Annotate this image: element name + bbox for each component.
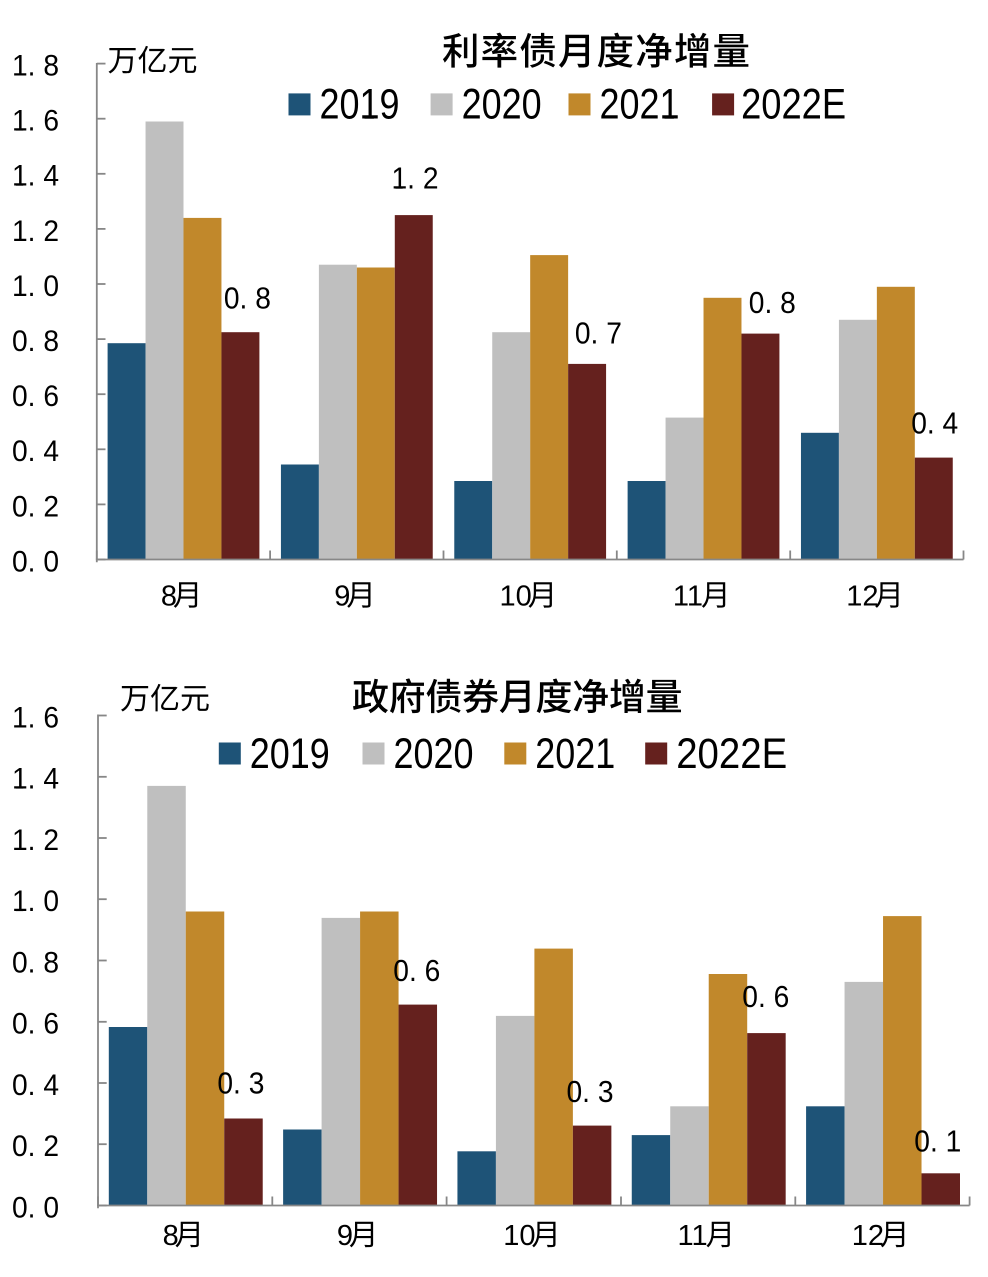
svg-text:9: 9 bbox=[337, 1220, 353, 1252]
svg-text:0. 7: 0. 7 bbox=[575, 317, 622, 351]
svg-text:12: 12 bbox=[846, 581, 878, 613]
svg-text:1. 6: 1. 6 bbox=[12, 701, 59, 734]
svg-text:2019: 2019 bbox=[250, 730, 330, 778]
svg-text:1. 4: 1. 4 bbox=[12, 763, 59, 796]
svg-text:0. 0: 0. 0 bbox=[12, 545, 59, 578]
svg-text:0. 1: 0. 1 bbox=[914, 1124, 961, 1158]
svg-text:0. 0: 0. 0 bbox=[12, 1191, 59, 1224]
svg-text:11: 11 bbox=[678, 1220, 708, 1252]
svg-text:0. 2: 0. 2 bbox=[12, 490, 59, 523]
svg-text:1. 2: 1. 2 bbox=[12, 215, 59, 248]
svg-text:0. 8: 0. 8 bbox=[749, 286, 796, 320]
svg-text:2022E: 2022E bbox=[741, 81, 846, 129]
svg-text:11: 11 bbox=[673, 581, 703, 613]
svg-text:10: 10 bbox=[500, 581, 532, 613]
svg-text:0. 6: 0. 6 bbox=[742, 980, 789, 1014]
svg-text:1. 4: 1. 4 bbox=[12, 160, 59, 193]
svg-text:8: 8 bbox=[163, 1220, 179, 1252]
svg-text:10: 10 bbox=[503, 1220, 535, 1252]
svg-text:1. 6: 1. 6 bbox=[12, 105, 59, 138]
svg-text:0. 6: 0. 6 bbox=[12, 380, 59, 413]
svg-text:0. 8: 0. 8 bbox=[224, 281, 271, 315]
svg-text:2019: 2019 bbox=[320, 81, 400, 129]
svg-text:1. 2: 1. 2 bbox=[12, 824, 59, 857]
svg-text:0. 4: 0. 4 bbox=[12, 435, 59, 468]
svg-text:0. 3: 0. 3 bbox=[567, 1075, 614, 1109]
svg-text:1. 2: 1. 2 bbox=[392, 162, 439, 196]
svg-text:0. 4: 0. 4 bbox=[12, 1069, 59, 1102]
svg-text:0. 8: 0. 8 bbox=[12, 946, 59, 979]
svg-text:0. 2: 0. 2 bbox=[12, 1130, 59, 1163]
svg-text:0. 3: 0. 3 bbox=[217, 1067, 264, 1101]
svg-text:2022E: 2022E bbox=[676, 730, 787, 778]
svg-text:2020: 2020 bbox=[462, 81, 542, 129]
svg-text:12: 12 bbox=[852, 1220, 884, 1252]
svg-text:8: 8 bbox=[161, 581, 177, 613]
svg-text:9: 9 bbox=[334, 581, 350, 613]
svg-text:1. 0: 1. 0 bbox=[12, 270, 59, 303]
svg-text:2021: 2021 bbox=[600, 81, 680, 129]
svg-text:0. 6: 0. 6 bbox=[393, 954, 440, 988]
svg-text:2020: 2020 bbox=[394, 730, 474, 778]
svg-text:2021: 2021 bbox=[535, 730, 615, 778]
svg-text:0. 4: 0. 4 bbox=[911, 406, 958, 440]
svg-text:0. 8: 0. 8 bbox=[12, 325, 59, 358]
svg-text:0. 6: 0. 6 bbox=[12, 1008, 59, 1041]
svg-text:1. 0: 1. 0 bbox=[12, 885, 59, 918]
svg-text:1. 8: 1. 8 bbox=[12, 50, 59, 83]
